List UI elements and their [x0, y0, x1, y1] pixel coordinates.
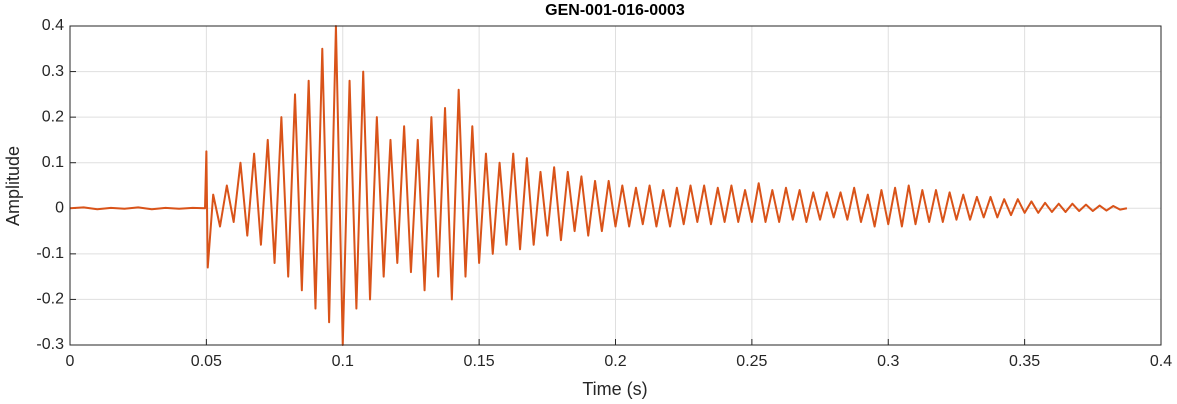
- x-tick-label: 0.1: [332, 353, 354, 370]
- x-axis-label: Time (s): [582, 379, 647, 399]
- x-tick-label: 0.15: [464, 353, 495, 370]
- y-tick-label: 0.3: [42, 63, 64, 80]
- x-tick-label: 0.2: [604, 353, 626, 370]
- x-tick-label: 0: [66, 353, 75, 370]
- y-tick-label: 0.4: [42, 17, 64, 34]
- x-tick-label: 0.35: [1009, 353, 1040, 370]
- y-tick-label: 0: [55, 200, 64, 217]
- chart-title: GEN-001-016-0003: [545, 2, 685, 19]
- y-axis-label: Amplitude: [3, 146, 23, 226]
- y-tick-label: -0.2: [36, 291, 64, 308]
- x-tick-label: 0.4: [1150, 353, 1172, 370]
- y-tick-label: -0.1: [36, 245, 64, 262]
- plot-frame: [69, 25, 1162, 346]
- y-tick-label: 0.2: [42, 108, 64, 125]
- waveform-line: [69, 25, 1128, 346]
- y-tick-label: -0.3: [36, 336, 64, 353]
- x-tick-label: 0.3: [877, 353, 899, 370]
- x-tick-label: 0.25: [736, 353, 767, 370]
- x-tick-label: 0.05: [191, 353, 222, 370]
- y-tick-label: 0.1: [42, 154, 64, 171]
